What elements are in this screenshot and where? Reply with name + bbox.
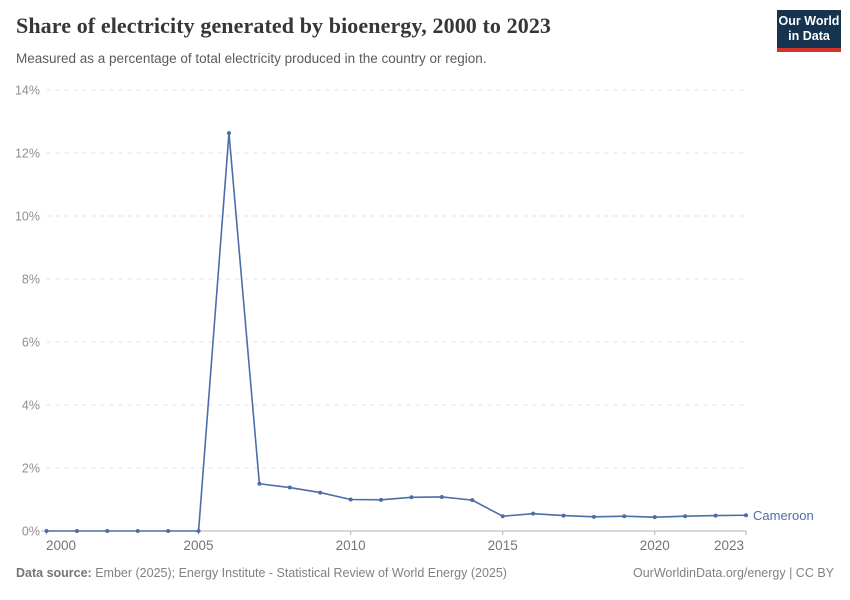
y-tick-label: 6% bbox=[22, 336, 40, 350]
page-title: Share of electricity generated by bioene… bbox=[16, 13, 552, 38]
x-tick-label: 2015 bbox=[488, 538, 518, 553]
data-point[interactable] bbox=[44, 529, 49, 533]
y-tick-label: 8% bbox=[22, 273, 40, 287]
data-source: Data source: Ember (2025); Energy Instit… bbox=[16, 566, 507, 580]
y-tick-label: 10% bbox=[15, 210, 40, 224]
data-point[interactable] bbox=[744, 513, 748, 518]
data-point[interactable] bbox=[409, 495, 414, 500]
data-point[interactable] bbox=[500, 514, 505, 519]
data-point[interactable] bbox=[622, 514, 627, 519]
x-tick-label: 2005 bbox=[184, 538, 214, 553]
series-label-cameroon[interactable]: Cameroon bbox=[753, 508, 814, 523]
data-point[interactable] bbox=[166, 529, 171, 533]
data-point[interactable] bbox=[561, 513, 566, 518]
data-point[interactable] bbox=[713, 513, 718, 518]
y-tick-label: 14% bbox=[15, 84, 40, 98]
data-point[interactable] bbox=[105, 529, 110, 533]
data-point[interactable] bbox=[74, 529, 79, 533]
data-point[interactable] bbox=[470, 498, 475, 503]
x-tick-label: 2020 bbox=[640, 538, 670, 553]
chart-subtitle: Measured as a percentage of total electr… bbox=[16, 51, 487, 66]
y-tick-label: 0% bbox=[22, 525, 40, 539]
data-point[interactable] bbox=[318, 490, 323, 495]
data-point[interactable] bbox=[135, 529, 140, 533]
chart-footer: Data source: Ember (2025); Energy Instit… bbox=[16, 566, 834, 580]
y-tick-label: 2% bbox=[22, 462, 40, 476]
data-point[interactable] bbox=[196, 529, 201, 533]
data-point[interactable] bbox=[348, 497, 353, 502]
x-tick-label: 2023 bbox=[714, 538, 744, 553]
y-tick-label: 4% bbox=[22, 399, 40, 413]
data-source-text: Ember (2025); Energy Institute - Statist… bbox=[95, 566, 507, 580]
data-point[interactable] bbox=[683, 514, 688, 519]
data-point[interactable] bbox=[287, 485, 292, 490]
logo-line2: in Data bbox=[788, 29, 830, 43]
data-point[interactable] bbox=[379, 497, 384, 502]
owid-logo[interactable]: Our World in Data bbox=[777, 10, 841, 52]
data-point[interactable] bbox=[257, 481, 262, 486]
x-tick-label: 2000 bbox=[46, 538, 76, 553]
attribution-link[interactable]: OurWorldinData.org/energy | CC BY bbox=[632, 566, 834, 580]
data-point[interactable] bbox=[439, 494, 444, 499]
data-source-label: Data source: bbox=[16, 566, 92, 580]
cameroon-line[interactable] bbox=[46, 132, 747, 532]
x-tick-label: 2010 bbox=[336, 538, 366, 553]
y-tick-label: 12% bbox=[15, 147, 40, 161]
data-point[interactable] bbox=[652, 515, 657, 520]
data-point[interactable] bbox=[591, 514, 596, 519]
data-point[interactable] bbox=[531, 511, 536, 516]
data-point[interactable] bbox=[226, 131, 231, 136]
logo-line1: Our World bbox=[778, 14, 840, 28]
